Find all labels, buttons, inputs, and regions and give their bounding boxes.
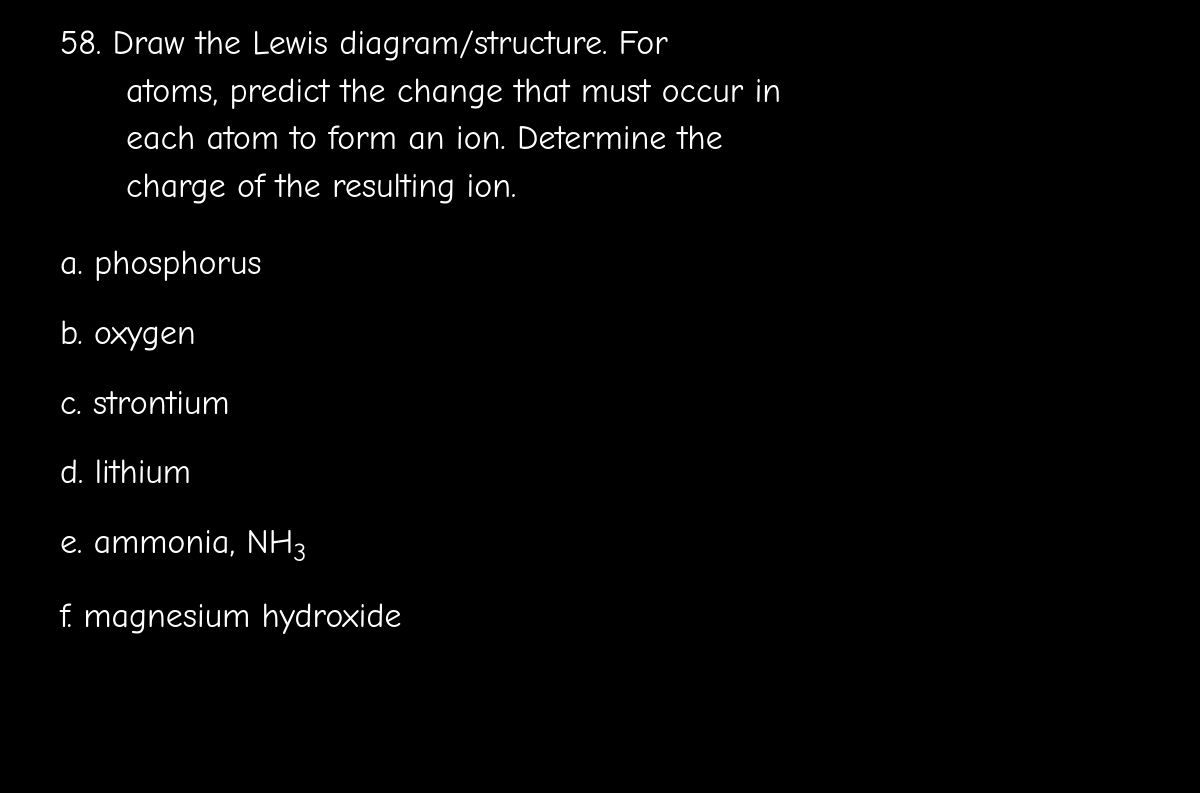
item-letter: a. [60, 243, 83, 283]
item-letter: b. [60, 313, 83, 353]
question-text-line1: Draw the Lewis diagram/structure. For [113, 23, 668, 63]
item-text: lithium [95, 452, 191, 492]
item-d: d. lithium [60, 449, 1140, 497]
item-letter: d. [60, 452, 83, 492]
items-list: a. phosphorus b. oxygen c. strontium d. … [60, 240, 1140, 640]
item-text: ammonia, NH3 [94, 522, 307, 562]
item-e-sub: 3 [293, 539, 306, 568]
item-b: b. oxygen [60, 310, 1140, 358]
item-text: strontium [93, 383, 230, 423]
item-e: e. ammonia, NH3 [60, 519, 1140, 571]
item-c: c. strontium [60, 380, 1140, 428]
item-text: phosphorus [94, 243, 261, 283]
question-text-line4: charge of the resulting ion. [60, 163, 1140, 211]
item-letter: e. [60, 522, 82, 562]
question-block: 58. Draw the Lewis diagram/structure. Fo… [60, 20, 1140, 210]
item-f: f. magnesium hydroxide [60, 593, 1140, 641]
question-text-line2: atoms, predict the change that must occu… [60, 68, 1140, 116]
item-letter: f. [60, 596, 72, 636]
item-text: magnesium hydroxide [83, 596, 401, 636]
question-number: 58. [60, 23, 101, 63]
item-e-prefix: ammonia, NH [94, 522, 294, 562]
item-letter: c. [60, 383, 82, 423]
question-text-line3: each atom to form an ion. Determine the [60, 115, 1140, 163]
item-a: a. phosphorus [60, 240, 1140, 288]
item-text: oxygen [94, 313, 196, 353]
